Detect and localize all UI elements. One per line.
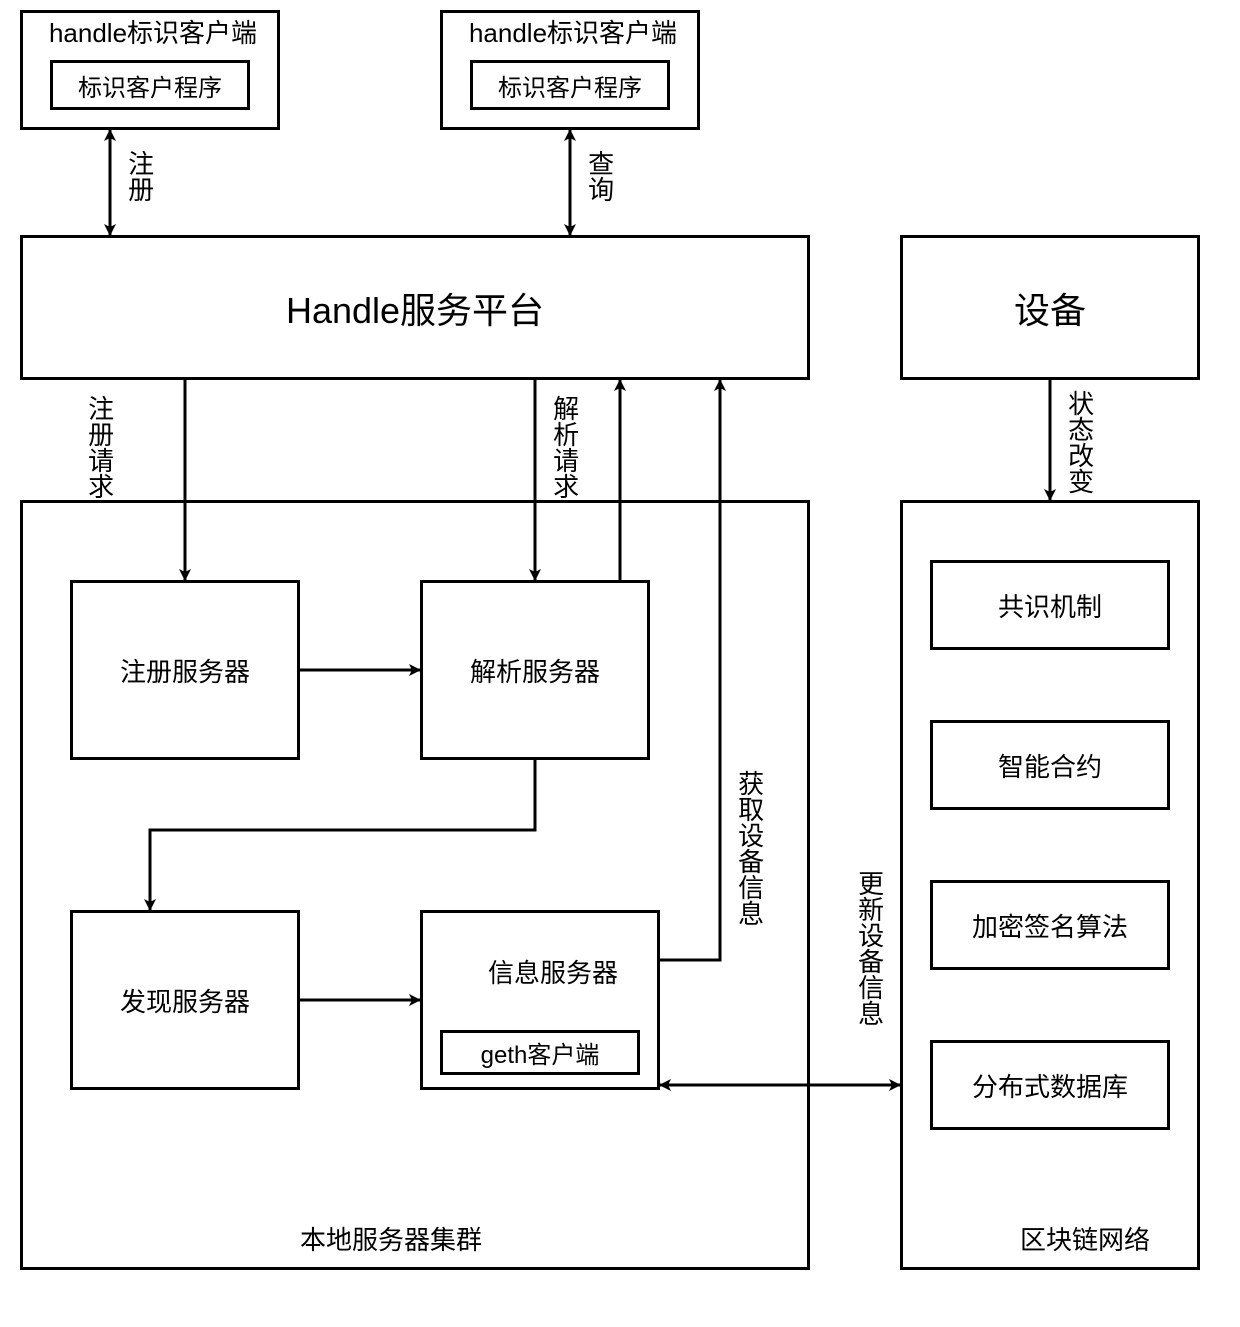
- parse-req-label: 解析请求: [550, 395, 579, 499]
- discover-server-box: 发现服务器: [70, 910, 300, 1090]
- client2-inner: 标识客户程序: [470, 60, 670, 110]
- client2-title: handle标识客户端: [453, 18, 693, 49]
- platform-label: Handle服务平台: [286, 282, 544, 334]
- device-label: 设备: [1014, 282, 1086, 334]
- parse-server-label: 解析服务器: [470, 652, 600, 689]
- local-cluster-label: 本地服务器集群: [300, 1225, 482, 1256]
- client1-title: handle标识客户端: [33, 18, 273, 49]
- reg-req-label: 注册请求: [85, 395, 114, 499]
- reg-server-box: 注册服务器: [70, 580, 300, 760]
- db-label: 分布式数据库: [972, 1067, 1128, 1104]
- parse-server-box: 解析服务器: [420, 580, 650, 760]
- contract-label: 智能合约: [998, 747, 1102, 784]
- info-server-inner-label: geth客户端: [481, 1035, 600, 1070]
- db-box: 分布式数据库: [930, 1040, 1170, 1130]
- info-server-label: 信息服务器: [473, 958, 633, 989]
- consensus-box: 共识机制: [930, 560, 1170, 650]
- crypto-label: 加密签名算法: [972, 907, 1128, 944]
- blockchain-label: 区块链网络: [1020, 1225, 1150, 1256]
- query-label: 查询: [585, 150, 614, 202]
- info-server-inner: geth客户端: [440, 1030, 640, 1075]
- register-label: 注册: [125, 150, 154, 202]
- discover-server-label: 发现服务器: [120, 982, 250, 1019]
- update-info-label: 更新设备信息: [855, 870, 884, 1026]
- platform-box: Handle服务平台: [20, 235, 810, 380]
- contract-box: 智能合约: [930, 720, 1170, 810]
- client2-inner-label: 标识客户程序: [498, 68, 642, 103]
- diagram-canvas: handle标识客户端 标识客户程序 handle标识客户端 标识客户程序 Ha…: [0, 0, 1240, 1327]
- crypto-box: 加密签名算法: [930, 880, 1170, 970]
- client1-inner: 标识客户程序: [50, 60, 250, 110]
- device-box: 设备: [900, 235, 1200, 380]
- consensus-label: 共识机制: [998, 587, 1102, 624]
- get-info-label: 获取设备信息: [735, 770, 764, 926]
- reg-server-label: 注册服务器: [120, 652, 250, 689]
- client1-inner-label: 标识客户程序: [78, 68, 222, 103]
- status-change-label: 状态改变: [1065, 390, 1094, 494]
